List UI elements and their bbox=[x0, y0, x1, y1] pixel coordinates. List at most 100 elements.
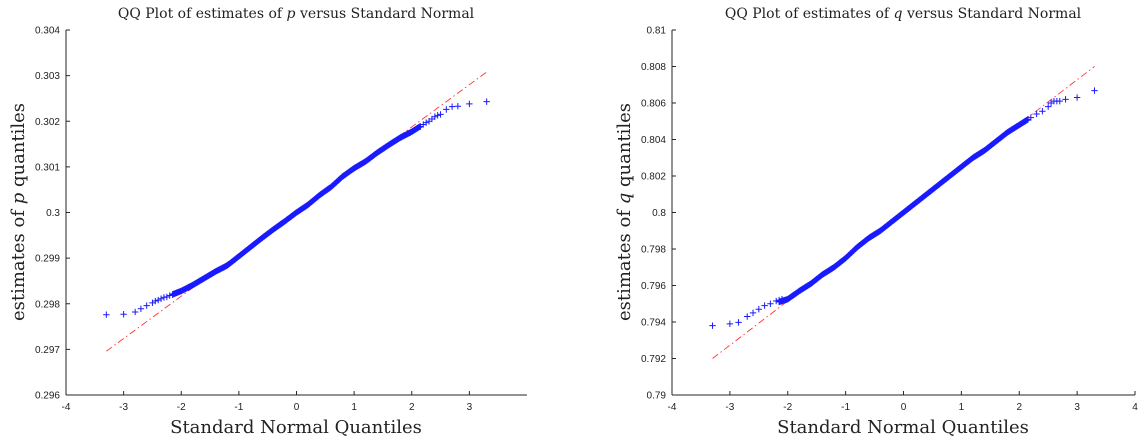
x-tick-label: -4 bbox=[62, 402, 71, 413]
x-tick-label: 2 bbox=[1016, 402, 1022, 413]
data-point bbox=[422, 119, 430, 126]
data-point bbox=[1039, 108, 1046, 115]
data-point bbox=[155, 296, 162, 304]
y-tick-label: 0.298 bbox=[35, 299, 60, 310]
data-point bbox=[761, 302, 768, 309]
data-point bbox=[443, 106, 450, 113]
y-tick-label: 0.303 bbox=[35, 71, 60, 82]
y-label-prefix: estimates of bbox=[8, 204, 29, 321]
x-tick-label: -2 bbox=[783, 402, 792, 413]
data-point bbox=[466, 100, 473, 108]
data-point bbox=[169, 291, 176, 298]
data-point bbox=[448, 103, 456, 110]
y-tick-label: 0.304 bbox=[35, 26, 60, 37]
y-tick-label: 0.808 bbox=[641, 62, 666, 73]
y-tick-label: 0.804 bbox=[641, 135, 666, 146]
x-ticks: -4 -3 -2 -1 0 1 2 3 bbox=[62, 391, 473, 413]
data-markers bbox=[709, 87, 1098, 329]
data-point bbox=[143, 302, 150, 309]
x-tick-label: 1 bbox=[351, 402, 357, 413]
x-tick-label: 0 bbox=[901, 402, 907, 413]
qq-plot-p: QQ Plot of estimates of p versus Standar… bbox=[8, 6, 527, 438]
data-point bbox=[120, 311, 127, 318]
data-point bbox=[709, 322, 716, 329]
y-tick-label: 0.297 bbox=[35, 345, 60, 356]
data-point bbox=[157, 295, 165, 302]
y-label-variable: q bbox=[614, 193, 635, 205]
data-point bbox=[131, 308, 139, 316]
y-tick-label: 0.794 bbox=[641, 318, 666, 329]
x-tick-label: 3 bbox=[1074, 402, 1080, 413]
x-tick-label: 2 bbox=[409, 402, 415, 413]
y-label-suffix: quantiles bbox=[614, 103, 635, 193]
y-label-variable: p bbox=[8, 192, 29, 204]
data-point bbox=[775, 296, 783, 304]
x-axis-label: Standard Normal Quantiles bbox=[777, 417, 1029, 438]
data-point bbox=[767, 300, 774, 307]
y-tick-label: 0.8 bbox=[652, 208, 666, 219]
chart-title: QQ Plot of estimates of p versus Standar… bbox=[118, 6, 475, 22]
data-point bbox=[1062, 96, 1069, 103]
y-axis-label: estimates of q quantiles bbox=[614, 103, 635, 321]
title-suffix: versus Standard Normal bbox=[296, 6, 475, 22]
data-point bbox=[1044, 103, 1052, 110]
x-tick-label: -3 bbox=[119, 402, 128, 413]
data-point bbox=[749, 309, 757, 317]
data-point bbox=[755, 306, 763, 313]
y-axis-label: estimates of p quantiles bbox=[8, 103, 29, 321]
data-point bbox=[1033, 110, 1040, 118]
x-tick-label: -2 bbox=[177, 402, 186, 413]
y-ticks: 0.79 0.792 0.794 0.796 0.798 0.8 0.802 0.804 0.8… bbox=[641, 26, 676, 402]
data-point bbox=[778, 295, 786, 303]
data-point bbox=[1056, 97, 1063, 105]
y-tick-label: 0.792 bbox=[641, 354, 666, 365]
data-point bbox=[434, 112, 441, 119]
x-ticks: -4 -3 -2 -1 0 1 2 3 4 bbox=[668, 391, 1138, 413]
data-point bbox=[483, 98, 490, 105]
y-tick-label: 0.299 bbox=[35, 254, 60, 265]
x-tick-label: 4 bbox=[1132, 402, 1138, 413]
y-tick-label: 0.81 bbox=[647, 26, 667, 37]
title-prefix: QQ Plot of estimates of bbox=[725, 6, 894, 22]
data-point bbox=[431, 113, 438, 120]
x-tick-label: -4 bbox=[668, 402, 677, 413]
title-variable: q bbox=[894, 6, 903, 22]
data-point bbox=[166, 292, 173, 299]
title-prefix: QQ Plot of estimates of bbox=[118, 6, 287, 22]
data-point bbox=[437, 111, 444, 118]
x-tick-label: -1 bbox=[234, 402, 243, 413]
data-point bbox=[152, 297, 159, 305]
x-tick-label: 0 bbox=[294, 402, 300, 413]
y-tick-label: 0.302 bbox=[35, 117, 60, 128]
y-tick-label: 0.3 bbox=[46, 208, 60, 219]
y-tick-label: 0.296 bbox=[35, 391, 60, 402]
data-point bbox=[454, 102, 462, 110]
data-point bbox=[103, 311, 110, 318]
y-tick-label: 0.79 bbox=[647, 391, 667, 402]
x-tick-label: -3 bbox=[725, 402, 734, 413]
x-tick-label: 3 bbox=[467, 402, 473, 413]
y-tick-label: 0.802 bbox=[641, 172, 666, 183]
data-point bbox=[1091, 87, 1098, 94]
y-tick-label: 0.806 bbox=[641, 99, 666, 110]
data-point bbox=[735, 319, 742, 326]
data-markers bbox=[103, 98, 490, 318]
x-tick-label: 1 bbox=[959, 402, 965, 413]
x-tick-label: -1 bbox=[841, 402, 850, 413]
title-variable: p bbox=[287, 6, 296, 22]
y-tick-label: 0.301 bbox=[35, 162, 60, 173]
title-suffix: versus Standard Normal bbox=[903, 6, 1082, 22]
qq-plot-q: QQ Plot of estimates of q versus Standar… bbox=[614, 6, 1138, 438]
data-point bbox=[772, 297, 780, 305]
y-tick-label: 0.796 bbox=[641, 281, 666, 292]
data-point bbox=[163, 293, 171, 301]
y-ticks: 0.296 0.297 0.298 0.299 0.3 0.301 0.302 0.303 0.… bbox=[35, 26, 70, 402]
y-tick-label: 0.798 bbox=[641, 245, 666, 256]
y-label-suffix: quantiles bbox=[8, 103, 29, 193]
data-point bbox=[726, 320, 734, 328]
chart-title: QQ Plot of estimates of q versus Standar… bbox=[725, 6, 1082, 22]
y-label-prefix: estimates of bbox=[614, 204, 635, 321]
x-axis-label: Standard Normal Quantiles bbox=[170, 417, 422, 438]
data-point bbox=[744, 313, 751, 320]
